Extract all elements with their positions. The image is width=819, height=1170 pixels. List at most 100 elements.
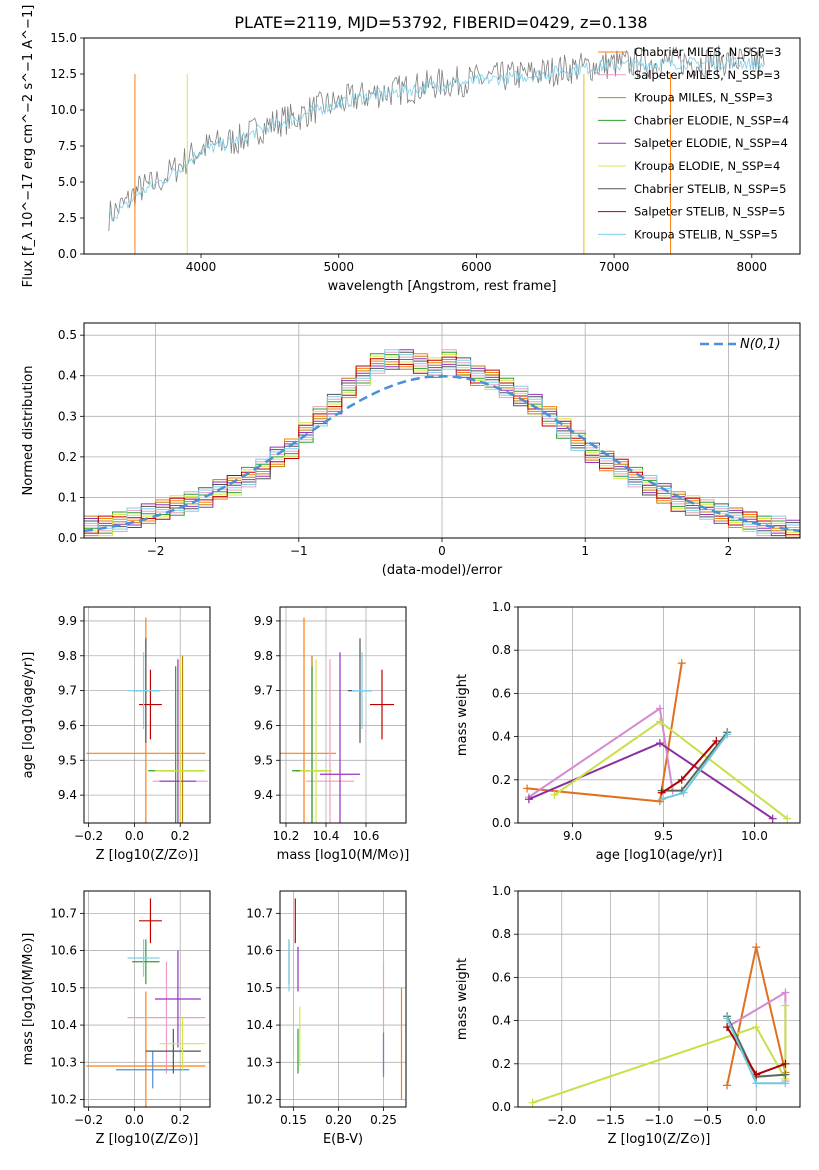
axes-frame <box>517 890 801 1108</box>
axes-weight_vs_age: 9.0 9.5 10.0 0.0 0.2 0.4 0.6 0.8 1.0 age [log10(a… <box>455 600 801 863</box>
y-axis-label: mass weight <box>455 958 470 1040</box>
y-axis-label: age [log10(age/yr)] <box>21 652 36 779</box>
axes-frame <box>83 37 801 255</box>
legend-entry: Chabrier MILES, N_SSP=3 <box>634 45 781 59</box>
y-tick-label: 0.6 <box>492 686 511 700</box>
x-tick-label: 10.6 <box>353 829 380 843</box>
legend-entry: Kroupa STELIB, N_SSP=5 <box>634 227 778 241</box>
y-axis-label: Flux [f_λ 10^−17 erg cm^−2 s^−1 A^−1] <box>21 5 36 288</box>
x-tick-label: 0.2 <box>171 829 190 843</box>
y-tick-label: 1.0 <box>492 884 511 898</box>
weight-marker <box>657 795 666 804</box>
y-tick-label: 9.6 <box>58 718 77 732</box>
y-tick-label: 10.4 <box>246 1018 273 1032</box>
weight-marker <box>781 1070 790 1079</box>
histogram-step <box>84 349 800 534</box>
weight-marker <box>781 988 790 997</box>
weight-marker <box>524 795 533 804</box>
plot-area <box>86 898 206 1107</box>
x-tick-label: 7000 <box>599 260 630 274</box>
errorbar-point <box>138 669 162 740</box>
y-tick-label: 10.2 <box>50 1093 77 1107</box>
weight-marker <box>783 814 792 823</box>
x-axis-label: age [log10(age/yr)] <box>596 848 723 863</box>
weight-marker <box>712 736 721 745</box>
x-tick-label: 10.2 <box>273 829 300 843</box>
axes-frame <box>83 322 801 539</box>
y-tick-label: 15.0 <box>50 31 77 45</box>
legend-entry: Chabrier ELODIE, N_SSP=4 <box>634 113 789 127</box>
weight-marker <box>781 1059 790 1068</box>
weight-marker <box>781 1079 790 1088</box>
weight-marker <box>723 1023 732 1032</box>
axes-weight_vs_Z: −2.0 −1.5 −1.0 −0.5 0.0 0.0 0.2 0.4 0.6 0.8 1.0 Z [… <box>455 884 801 1147</box>
plot-area <box>288 898 403 1100</box>
x-tick-label: 0.15 <box>280 1113 307 1127</box>
x-tick-label: 0.2 <box>171 1113 190 1127</box>
y-tick-label: 9.5 <box>58 753 77 767</box>
y-tick-label: 12.5 <box>50 67 77 81</box>
x-tick-label: 5000 <box>323 260 354 274</box>
y-tick-label: 0.0 <box>58 247 77 261</box>
plot-area <box>280 617 394 823</box>
x-axis-label: wavelength [Angstrom, rest frame] <box>328 279 557 294</box>
errorbar-point <box>320 652 360 823</box>
y-tick-label: 9.6 <box>254 718 273 732</box>
x-tick-label: 0.0 <box>747 1113 766 1127</box>
weight-marker <box>752 1079 761 1088</box>
y-tick-label: 0.0 <box>492 816 511 830</box>
y-tick-label: 0.6 <box>492 970 511 984</box>
normal-curve <box>84 374 800 533</box>
weight-marker <box>655 717 664 726</box>
x-tick-label: −2.0 <box>547 1113 576 1127</box>
weight-marker <box>523 784 532 793</box>
y-tick-label: 10.7 <box>246 906 273 920</box>
errorbar-point <box>159 659 197 823</box>
x-tick-label: 4000 <box>186 260 217 274</box>
x-axis-label: E(B-V) <box>323 1132 363 1147</box>
weight-line <box>527 663 683 803</box>
y-tick-label: 10.7 <box>50 906 77 920</box>
x-tick-label: 6000 <box>461 260 492 274</box>
x-tick-label: 9.0 <box>563 829 582 843</box>
errorbar-point <box>155 950 201 1048</box>
x-axis-label: mass [log10(M/M⊙)] <box>277 848 410 863</box>
errorbar-point <box>127 939 160 977</box>
errorbar-point <box>352 652 372 729</box>
y-tick-label: 10.0 <box>50 103 77 117</box>
x-tick-label: 1 <box>581 544 589 558</box>
errorbar-point <box>370 669 394 740</box>
weight-marker <box>655 739 664 748</box>
errorbar-point <box>116 1051 190 1089</box>
errorbar-point <box>145 1028 201 1074</box>
x-tick-label: 0 <box>438 544 446 558</box>
errorbar-point <box>127 652 160 729</box>
x-tick-label: 10.4 <box>313 829 340 843</box>
weight-marker <box>752 1023 761 1032</box>
errorbar-point <box>138 898 162 944</box>
axes-frame <box>517 606 801 824</box>
histogram-step <box>84 356 800 536</box>
y-tick-label: 10.6 <box>246 944 273 958</box>
y-tick-label: 0.0 <box>492 1100 511 1114</box>
y-tick-label: 10.4 <box>50 1018 77 1032</box>
y-tick-label: 9.8 <box>254 649 273 663</box>
x-tick-label: 0.0 <box>125 829 144 843</box>
axes-frame <box>279 606 407 824</box>
errorbar-point <box>159 1017 206 1070</box>
weight-marker <box>723 1014 732 1023</box>
weight-marker <box>679 788 688 797</box>
x-tick-label: −2 <box>147 544 165 558</box>
axes-frame <box>83 890 211 1108</box>
y-tick-label: 10.3 <box>50 1055 77 1069</box>
weight-marker <box>768 814 777 823</box>
y-tick-label: 0.3 <box>58 409 77 423</box>
y-tick-label: 0.4 <box>492 1014 511 1028</box>
y-tick-label: 9.9 <box>254 614 273 628</box>
weight-marker <box>677 659 686 668</box>
y-tick-label: 0.0 <box>58 531 77 545</box>
errorbar-point <box>300 659 332 823</box>
histogram-step <box>84 351 800 537</box>
y-tick-label: 10.6 <box>50 944 77 958</box>
spectrum-series <box>108 45 765 232</box>
